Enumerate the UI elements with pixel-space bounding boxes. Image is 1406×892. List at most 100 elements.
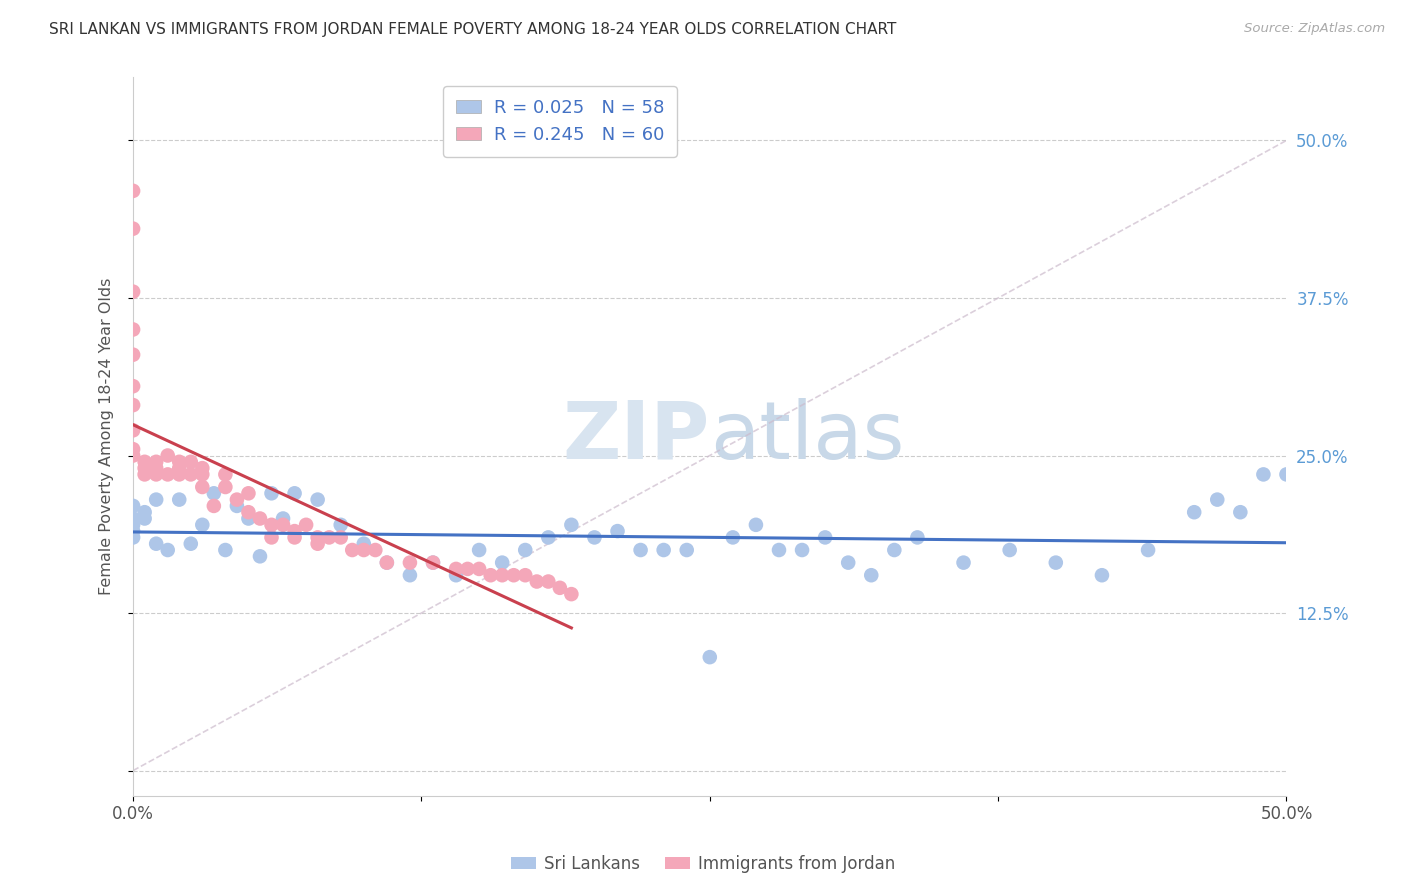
Point	[457, 562, 479, 576]
Point	[307, 537, 329, 551]
Point	[790, 543, 813, 558]
Point	[860, 568, 883, 582]
Point	[202, 499, 225, 513]
Point	[399, 568, 422, 582]
Point	[768, 543, 790, 558]
Legend: Sri Lankans, Immigrants from Jordan: Sri Lankans, Immigrants from Jordan	[503, 848, 903, 880]
Point	[479, 568, 502, 582]
Point	[342, 543, 364, 558]
Point	[491, 568, 513, 582]
Point	[952, 556, 974, 570]
Point	[1137, 543, 1160, 558]
Point	[122, 449, 145, 463]
Point	[375, 556, 398, 570]
Point	[307, 530, 329, 544]
Point	[122, 524, 145, 538]
Point	[122, 348, 145, 362]
Point	[537, 574, 560, 589]
Point	[1182, 505, 1205, 519]
Point	[122, 511, 145, 525]
Point	[134, 467, 156, 482]
Point	[156, 449, 179, 463]
Point	[353, 543, 375, 558]
Point	[191, 517, 214, 532]
Point	[134, 455, 156, 469]
Y-axis label: Female Poverty Among 18-24 Year Olds: Female Poverty Among 18-24 Year Olds	[100, 278, 114, 595]
Point	[180, 467, 202, 482]
Point	[468, 562, 491, 576]
Point	[675, 543, 697, 558]
Point	[191, 480, 214, 494]
Point	[214, 480, 236, 494]
Point	[271, 517, 294, 532]
Point	[329, 517, 352, 532]
Point	[202, 486, 225, 500]
Point	[284, 530, 307, 544]
Point	[422, 556, 444, 570]
Text: SRI LANKAN VS IMMIGRANTS FROM JORDAN FEMALE POVERTY AMONG 18-24 YEAR OLDS CORREL: SRI LANKAN VS IMMIGRANTS FROM JORDAN FEM…	[49, 22, 897, 37]
Point	[537, 530, 560, 544]
Point	[122, 499, 145, 513]
Point	[515, 543, 537, 558]
Point	[167, 455, 190, 469]
Point	[167, 461, 190, 475]
Point	[560, 587, 582, 601]
Point	[191, 461, 214, 475]
Point	[318, 530, 340, 544]
Point	[145, 492, 167, 507]
Point	[630, 543, 652, 558]
Point	[1229, 505, 1251, 519]
Point	[180, 537, 202, 551]
Point	[226, 492, 249, 507]
Point	[238, 511, 260, 525]
Point	[167, 467, 190, 482]
Point	[122, 398, 145, 412]
Point	[583, 530, 606, 544]
Point	[226, 499, 249, 513]
Point	[1045, 556, 1067, 570]
Point	[145, 461, 167, 475]
Point	[329, 530, 352, 544]
Legend: R = 0.025   N = 58, R = 0.245   N = 60: R = 0.025 N = 58, R = 0.245 N = 60	[443, 87, 676, 157]
Point	[515, 568, 537, 582]
Point	[399, 556, 422, 570]
Point	[145, 537, 167, 551]
Point	[284, 486, 307, 500]
Point	[1253, 467, 1275, 482]
Point	[156, 543, 179, 558]
Point	[307, 492, 329, 507]
Point	[122, 530, 145, 544]
Point	[214, 467, 236, 482]
Point	[122, 379, 145, 393]
Point	[271, 511, 294, 525]
Point	[699, 650, 721, 665]
Point	[238, 505, 260, 519]
Point	[238, 486, 260, 500]
Point	[145, 467, 167, 482]
Point	[883, 543, 905, 558]
Point	[444, 568, 467, 582]
Point	[814, 530, 837, 544]
Text: atlas: atlas	[710, 398, 904, 475]
Point	[122, 442, 145, 457]
Point	[364, 543, 387, 558]
Point	[260, 517, 283, 532]
Point	[122, 221, 145, 235]
Point	[134, 511, 156, 525]
Point	[134, 505, 156, 519]
Point	[284, 524, 307, 538]
Point	[491, 556, 513, 570]
Point	[180, 455, 202, 469]
Point	[191, 467, 214, 482]
Point	[122, 285, 145, 299]
Point	[145, 455, 167, 469]
Point	[422, 556, 444, 570]
Point	[606, 524, 628, 538]
Point	[1206, 492, 1229, 507]
Point	[122, 184, 145, 198]
Point	[167, 492, 190, 507]
Point	[353, 537, 375, 551]
Point	[905, 530, 928, 544]
Point	[998, 543, 1021, 558]
Point	[375, 556, 398, 570]
